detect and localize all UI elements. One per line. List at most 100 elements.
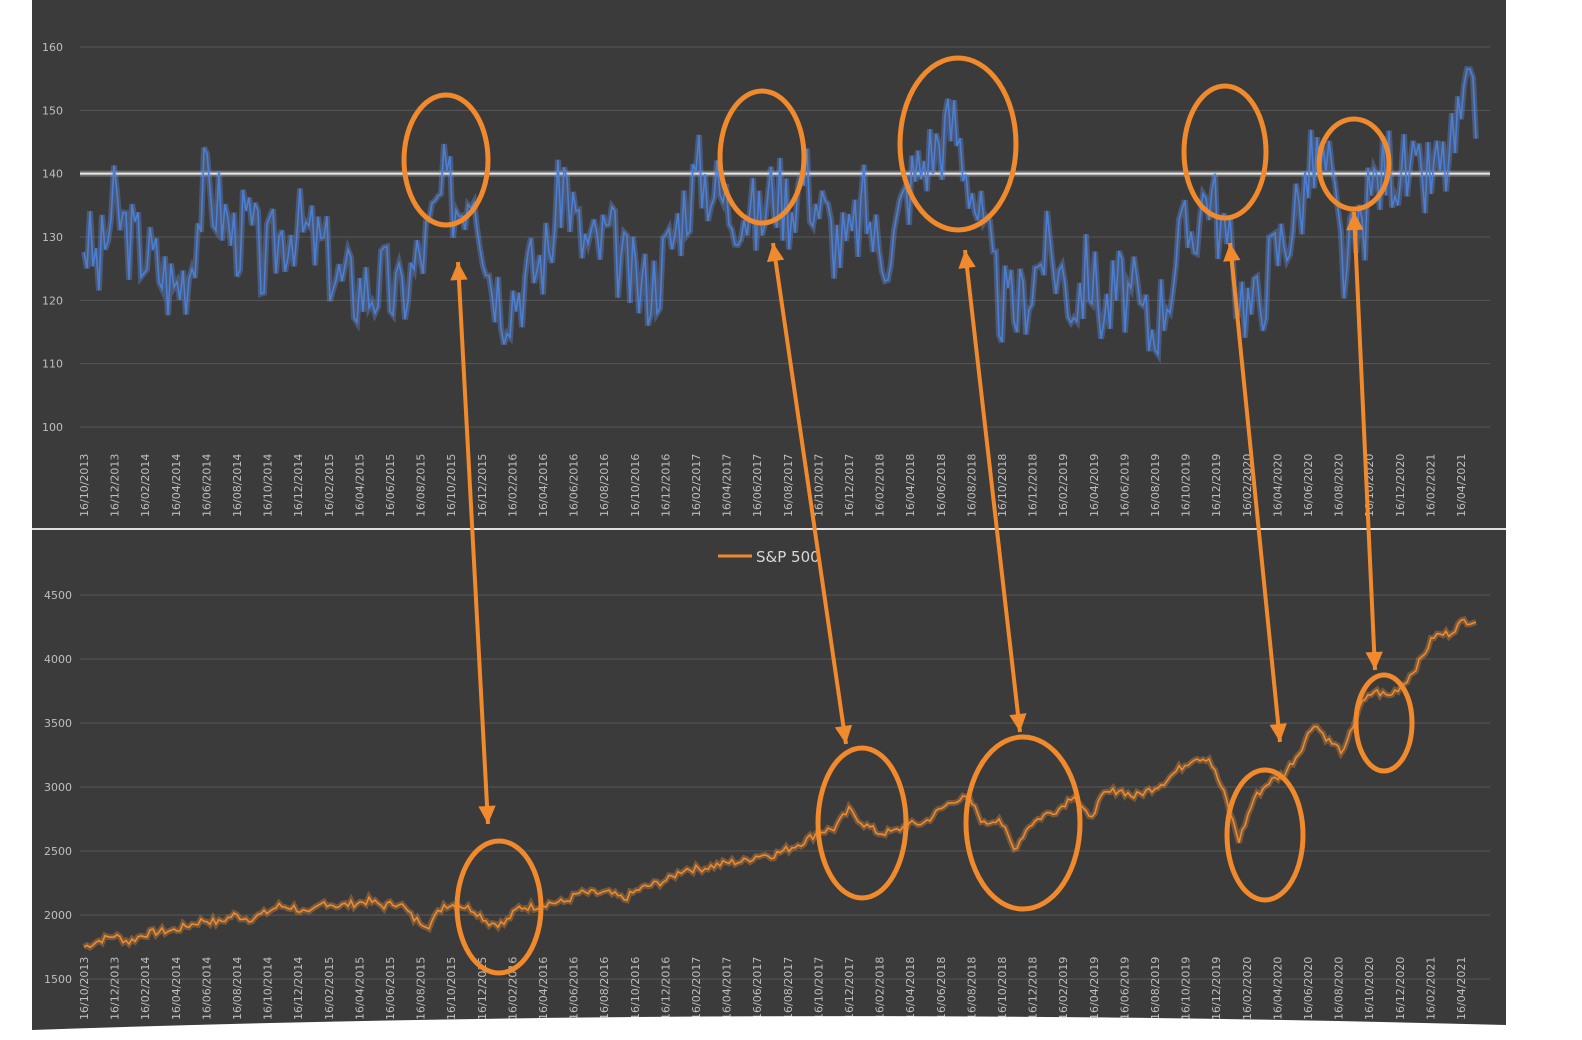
x-tick-label: 16/04/2016 — [537, 454, 550, 517]
x-tick-label: 16/02/2017 — [690, 957, 703, 1020]
series-glow — [81, 66, 1479, 364]
x-tick-label: 16/04/2014 — [170, 957, 183, 1020]
x-tick-label: 16/08/2018 — [965, 957, 978, 1020]
x-tick-label: 16/12/2013 — [109, 454, 122, 517]
x-tick-label: 16/10/2019 — [1180, 957, 1193, 1020]
x-tick-label: 16/12/2020 — [1394, 957, 1407, 1020]
y-tick-label: 140 — [42, 168, 63, 181]
x-tick-label: 16/08/2019 — [1149, 957, 1162, 1020]
x-tick-label: 16/12/2014 — [292, 957, 305, 1020]
annotation-arrow — [963, 249, 1022, 733]
x-tick-label: 16/12/2013 — [109, 957, 122, 1020]
x-tick-label: 16/10/2019 — [1180, 454, 1193, 517]
x-tick-label: 16/02/2019 — [1057, 454, 1070, 517]
x-tick-label: 16/04/2019 — [1088, 957, 1101, 1020]
x-tick-label: 16/08/2019 — [1149, 454, 1162, 517]
x-tick-label: 16/08/2014 — [231, 454, 244, 517]
x-tick-label: 16/04/2016 — [537, 957, 550, 1020]
x-tick-label: 16/08/2016 — [598, 454, 611, 517]
annotation-circle — [897, 55, 1019, 233]
x-tick-label: 16/08/2020 — [1333, 957, 1346, 1020]
x-tick-label: 16/02/2018 — [874, 957, 887, 1020]
arrowhead-icon — [1009, 713, 1027, 732]
series-line — [83, 68, 1477, 357]
x-tick-label: 16/12/2016 — [659, 454, 672, 517]
x-tick-label: 16/06/2020 — [1302, 957, 1315, 1020]
annotation-circle — [454, 838, 544, 976]
x-tick-label: 16/10/2018 — [996, 957, 1009, 1020]
x-tick-label: 16/06/2014 — [200, 454, 213, 517]
x-tick-label: 16/12/2015 — [476, 454, 489, 517]
x-tick-label: 16/06/2019 — [1118, 454, 1131, 517]
x-tick-label: 16/06/2020 — [1302, 454, 1315, 517]
annotation-arrow — [456, 261, 490, 825]
x-tick-label: 16/12/2019 — [1210, 454, 1223, 517]
annotation-circle — [1224, 767, 1306, 903]
x-tick-label: 16/08/2014 — [231, 957, 244, 1020]
x-tick-label: 16/12/2019 — [1210, 957, 1223, 1020]
bottom-edge — [32, 1016, 1506, 1040]
annotation-circle — [815, 745, 909, 901]
x-tick-label: 16/04/2014 — [170, 454, 183, 517]
x-tick-label: 16/12/2017 — [843, 454, 856, 517]
y-tick-label: 160 — [42, 41, 63, 54]
legend-label-sp500: S&P 500 — [756, 548, 820, 566]
arrowhead-icon — [478, 805, 496, 824]
x-tick-label: 16/10/2013 — [78, 957, 91, 1020]
x-tick-label: 16/12/2017 — [843, 957, 856, 1020]
x-tick-label: 16/10/2016 — [629, 957, 642, 1020]
y-tick-label: 150 — [42, 104, 63, 117]
annotation-arrow — [1352, 211, 1377, 671]
x-tick-label: 16/06/2016 — [568, 454, 581, 517]
x-tick-label: 16/02/2021 — [1424, 454, 1437, 517]
x-tick-label: 16/10/2014 — [262, 957, 275, 1020]
y-tick-label: 4500 — [44, 589, 72, 602]
x-tick-label: 16/10/2020 — [1363, 957, 1376, 1020]
x-tick-label: 16/06/2015 — [384, 454, 397, 517]
y-tick-label: 120 — [42, 294, 63, 307]
x-tick-label: 16/02/2017 — [690, 454, 703, 517]
y-tick-label: 2000 — [44, 909, 72, 922]
x-tick-label: 16/08/2017 — [782, 957, 795, 1020]
x-tick-label: 16/10/2013 — [78, 454, 91, 517]
annotation-circle — [1316, 116, 1392, 212]
annotation-circle — [1353, 672, 1415, 774]
y-tick-label: 110 — [42, 358, 63, 371]
y-tick-label: 130 — [42, 231, 63, 244]
x-tick-label: 16/08/2016 — [598, 957, 611, 1020]
arrowhead-icon — [834, 724, 853, 744]
annotation-circle — [1181, 83, 1269, 221]
x-tick-label: 16/10/2017 — [812, 957, 825, 1020]
arrowhead-icon — [958, 250, 976, 269]
x-tick-label: 16/06/2016 — [568, 957, 581, 1020]
y-tick-label: 4000 — [44, 653, 72, 666]
x-tick-label: 16/10/2017 — [812, 454, 825, 517]
y-tick-label: 2500 — [44, 845, 72, 858]
x-tick-label: 16/04/2018 — [904, 454, 917, 517]
arrowhead-icon — [450, 262, 468, 281]
x-tick-label: 16/10/2018 — [996, 454, 1009, 517]
x-tick-label: 16/02/2014 — [139, 957, 152, 1020]
y-tick-label: 3000 — [44, 781, 72, 794]
x-tick-label: 16/04/2015 — [353, 957, 366, 1020]
x-tick-label: 16/06/2018 — [935, 454, 948, 517]
x-tick-label: 16/02/2018 — [874, 454, 887, 517]
y-tick-label: 1500 — [44, 973, 72, 986]
annotation-circle — [963, 734, 1083, 912]
x-tick-label: 16/04/2018 — [904, 957, 917, 1020]
x-tick-label: 16/08/2017 — [782, 454, 795, 517]
x-tick-label: 16/04/2020 — [1271, 957, 1284, 1020]
arrowhead-icon — [1346, 212, 1364, 231]
x-tick-label: 16/02/2019 — [1057, 957, 1070, 1020]
arrowhead-icon — [1223, 243, 1241, 262]
x-tick-label: 16/02/2020 — [1241, 957, 1254, 1020]
x-tick-label: 16/12/2018 — [1027, 957, 1040, 1020]
x-tick-label: 16/02/2021 — [1424, 957, 1437, 1020]
x-tick-label: 16/06/2015 — [384, 957, 397, 1020]
x-tick-label: 16/10/2014 — [262, 454, 275, 517]
x-tick-label: 16/06/2019 — [1118, 957, 1131, 1020]
annotation-circle — [717, 88, 807, 226]
x-tick-label: 16/06/2017 — [751, 454, 764, 517]
x-tick-label: 16/08/2018 — [965, 454, 978, 517]
